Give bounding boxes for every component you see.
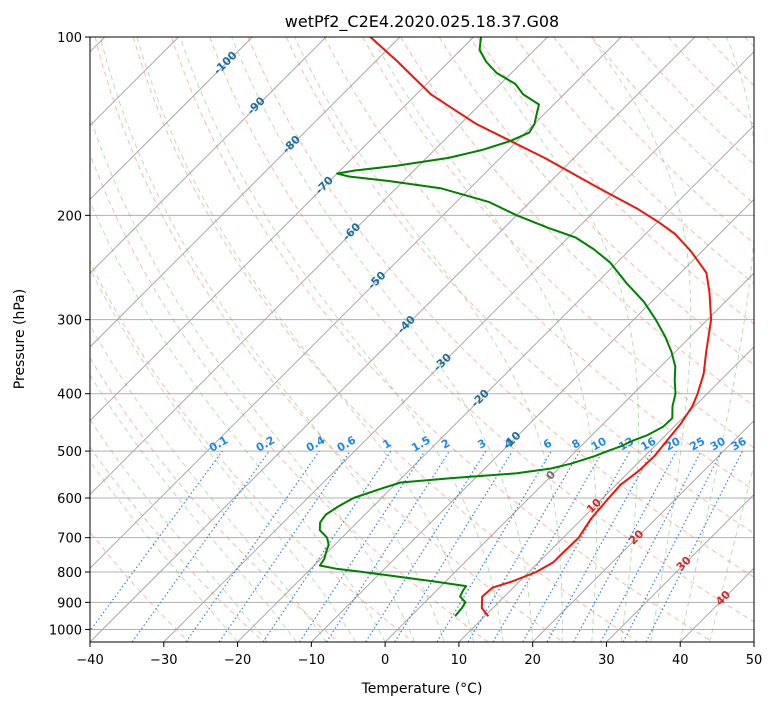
- isotherm-line: [237, 124, 754, 642]
- y-tick-label: 900: [57, 596, 82, 611]
- mixing-ratio-line: [467, 450, 581, 642]
- dry-adiabat-line: [515, 37, 754, 285]
- y-tick-label: 600: [57, 492, 82, 507]
- moist-adiabat-line: [179, 37, 504, 642]
- isotherm-line: [532, 419, 754, 642]
- moist-adiabat-line: [136, 37, 475, 642]
- moist-adiabat-line: [90, 200, 386, 642]
- dry-adiabat-line: [247, 37, 754, 578]
- y-tick-label: 200: [57, 209, 82, 224]
- dry-adiabat-line: [90, 260, 414, 642]
- dry-adiabat-line: [591, 37, 754, 205]
- mixing-ratio-line: [325, 450, 450, 642]
- dry-adiabat-line: [400, 37, 754, 407]
- isotherm-line: [90, 37, 401, 348]
- plot-frame: [89, 36, 755, 643]
- temperature-line: [369, 37, 713, 617]
- isotherm-line: [163, 51, 754, 642]
- isotherm-line: [90, 37, 622, 569]
- moist-adiabat-line: [294, 37, 563, 642]
- profile-series: [318, 37, 713, 617]
- x-tick-label: 40: [672, 653, 689, 668]
- moist-adiabat-line: [90, 460, 238, 642]
- dry-adiabat-line: [438, 37, 754, 366]
- y-axis-title: Pressure (hPa): [12, 289, 28, 389]
- dry-adiabat-line: [209, 37, 754, 623]
- x-tick-label: 20: [524, 653, 541, 668]
- moist-adiabat-line: [90, 324, 327, 642]
- x-tick-label: 50: [746, 653, 763, 668]
- moist-adiabat-line: [90, 114, 416, 642]
- isotherm-line: [384, 272, 754, 642]
- mixing-ratio-line: [185, 450, 320, 642]
- y-tick-label: 500: [57, 445, 82, 460]
- isotherm-line: [310, 198, 754, 642]
- x-tick-label: 30: [598, 653, 615, 668]
- y-tick-label: 1000: [49, 623, 82, 638]
- moist-adiabat-line: [90, 267, 357, 642]
- isotherm-line: [90, 37, 327, 274]
- moist-adiabat-line: [590, 37, 692, 642]
- axes: −40 −30 −20 −10 0 10 20 30 40 50 100 200 300 400 500 60…: [49, 31, 762, 668]
- isotherm-line: [90, 37, 696, 642]
- mixing-ratio-line: [394, 450, 513, 642]
- mixing-ratio-line: [365, 450, 487, 642]
- mixing-ratio-line: [522, 450, 631, 642]
- y-tick-label: 300: [57, 314, 82, 329]
- dry-adiabat-line: [90, 446, 265, 642]
- x-tick-label: 10: [451, 653, 468, 668]
- plot-background: [90, 37, 754, 642]
- x-tick-label: −40: [76, 653, 103, 668]
- x-tick-label: −30: [150, 653, 177, 668]
- mixing-ratio-line: [218, 450, 351, 642]
- x-tick-label: −10: [298, 653, 325, 668]
- dry-adiabat-line: [94, 37, 564, 642]
- mixing-ratio-line: [546, 450, 653, 642]
- dewpoint-line: [318, 37, 677, 617]
- moist-adiabat-line: [99, 37, 445, 642]
- background-lines: [90, 37, 754, 642]
- x-tick-label: −20: [224, 653, 251, 668]
- y-tick-label: 800: [57, 566, 82, 581]
- isotherm-line: [606, 493, 754, 642]
- dry-adiabat-line: [171, 37, 713, 642]
- y-tick-label: 100: [57, 31, 82, 46]
- moist-adiabat-line: [90, 418, 268, 642]
- y-tick-label: 400: [57, 388, 82, 403]
- isotherm-line: [90, 37, 253, 201]
- x-tick-label: 0: [381, 653, 389, 668]
- mixing-ratio-line: [573, 450, 677, 642]
- moist-adiabat-line: [90, 373, 297, 642]
- isotherm-line: [90, 37, 548, 496]
- dry-adiabat-line: [90, 531, 190, 642]
- moist-adiabat-line: [469, 37, 640, 642]
- mixing-ratio-line: [492, 450, 604, 642]
- isotherm-line: [90, 37, 475, 422]
- mixing-ratio-line: [436, 450, 552, 642]
- isotherm-line: [458, 346, 754, 642]
- x-axis-title: Temperature (°C): [361, 681, 483, 697]
- y-tick-label: 700: [57, 532, 82, 547]
- moist-adiabat-line: [371, 37, 597, 642]
- chart-title: wetPf2_C2E4.2020.025.18.37.G08: [285, 12, 559, 32]
- moist-adiabat-line: [231, 37, 534, 642]
- dry-adiabat-line: [629, 37, 754, 165]
- dry-adiabat-line: [362, 37, 754, 449]
- dry-adiabat-line: [132, 37, 639, 642]
- isotherm-line: [753, 641, 754, 642]
- dry-adiabat-line: [476, 37, 754, 325]
